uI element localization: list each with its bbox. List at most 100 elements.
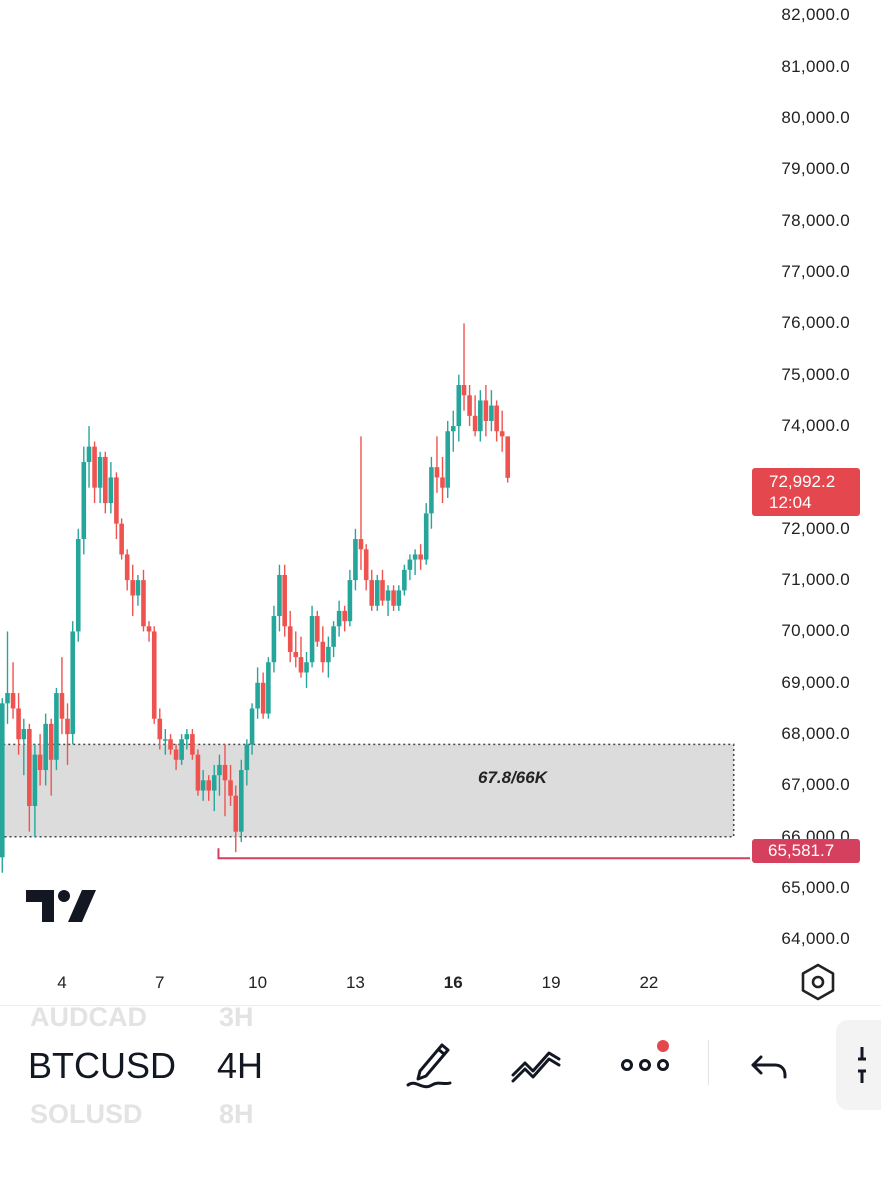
candle-body bbox=[287, 626, 293, 652]
price-tick-label: 77,000.0 bbox=[781, 262, 850, 282]
panel-handle-icon bbox=[858, 1047, 866, 1083]
current-price-tag: 72,992.2 12:04 bbox=[752, 468, 860, 516]
current-price: 72,992.2 bbox=[769, 472, 836, 491]
symbol-option-next[interactable]: SOLUSD bbox=[30, 1099, 143, 1129]
candle-body bbox=[347, 580, 353, 622]
candle-body bbox=[461, 385, 467, 396]
pencil-draw-icon[interactable] bbox=[404, 1035, 456, 1095]
price-tick-label: 64,000.0 bbox=[781, 929, 850, 949]
candle-body bbox=[141, 580, 146, 627]
candle-body bbox=[86, 446, 92, 463]
candle-body bbox=[391, 590, 396, 606]
candle-body bbox=[277, 574, 282, 617]
timeframe-current[interactable]: 4H bbox=[217, 1045, 264, 1086]
candle-body bbox=[445, 431, 451, 488]
date-tick-label: 19 bbox=[541, 973, 561, 992]
candle-body bbox=[320, 641, 326, 663]
candle-body bbox=[103, 456, 108, 504]
candle-body bbox=[195, 754, 201, 791]
date-tick-label: 22 bbox=[639, 973, 659, 992]
candle-body bbox=[27, 728, 32, 806]
candle-body bbox=[179, 739, 184, 760]
toolbar-separator bbox=[708, 1040, 709, 1085]
candle-body bbox=[342, 610, 347, 622]
price-tick-label: 76,000.0 bbox=[781, 313, 850, 333]
chart-area[interactable]: 67.8/66K bbox=[0, 0, 750, 960]
candle-body bbox=[293, 651, 299, 658]
candle-body bbox=[385, 590, 391, 601]
candle-body bbox=[168, 739, 173, 750]
candle-body bbox=[233, 795, 239, 832]
price-tick-label: 81,000.0 bbox=[781, 56, 850, 76]
candle-body bbox=[369, 580, 375, 606]
candle-body bbox=[119, 523, 124, 555]
candle-body bbox=[163, 739, 168, 741]
candle-body bbox=[440, 477, 445, 488]
trend-line-icon[interactable] bbox=[509, 1035, 561, 1095]
candle-body bbox=[298, 657, 304, 673]
candle-body bbox=[81, 462, 87, 540]
candle-body bbox=[65, 718, 70, 735]
candle-body bbox=[423, 513, 429, 560]
date-tick-label: 4 bbox=[57, 973, 67, 992]
candle-body bbox=[467, 395, 472, 416]
candle-body bbox=[282, 574, 287, 627]
more-dots-icon[interactable] bbox=[619, 1035, 671, 1095]
candle-body bbox=[450, 426, 456, 432]
low-price-line bbox=[217, 848, 750, 860]
candle-body bbox=[402, 569, 407, 591]
price-tick-label: 79,000.0 bbox=[781, 159, 850, 179]
price-tick-label: 80,000.0 bbox=[781, 108, 850, 128]
candle-body bbox=[353, 539, 358, 581]
axis-divider bbox=[0, 1005, 881, 1006]
candle-body bbox=[5, 693, 10, 704]
candle-body bbox=[363, 549, 369, 581]
candle-body bbox=[472, 415, 478, 432]
price-tick-label: 71,000.0 bbox=[781, 570, 850, 590]
candle-body bbox=[114, 477, 119, 524]
candle-body bbox=[499, 431, 505, 437]
candle-body bbox=[206, 780, 211, 791]
candle-body bbox=[255, 682, 260, 709]
candle-body bbox=[48, 723, 54, 760]
candle-body bbox=[228, 780, 233, 796]
price-chart[interactable] bbox=[0, 0, 750, 960]
candle-body bbox=[336, 610, 342, 627]
candle-body bbox=[407, 559, 413, 570]
candle-body bbox=[217, 764, 222, 776]
candle-body bbox=[97, 456, 103, 488]
price-tick-label: 72,000.0 bbox=[781, 518, 850, 538]
price-tick-label: 70,000.0 bbox=[781, 621, 850, 641]
candle-body bbox=[37, 754, 43, 771]
candle-body bbox=[222, 764, 228, 781]
candle-body bbox=[304, 662, 309, 673]
price-tick-label: 78,000.0 bbox=[781, 210, 850, 230]
date-tick-label: 16 bbox=[443, 973, 463, 992]
tradingview-logo-icon bbox=[26, 890, 96, 922]
price-tick-label: 74,000.0 bbox=[781, 416, 850, 436]
candle-body bbox=[483, 400, 489, 421]
candle-body bbox=[211, 775, 217, 791]
symbol-current[interactable]: BTCUSD bbox=[28, 1045, 177, 1086]
candle-body bbox=[108, 477, 114, 504]
candle-body bbox=[200, 780, 206, 791]
candle-body bbox=[260, 682, 266, 714]
timeframe-option-prev[interactable]: 3H bbox=[219, 1002, 254, 1032]
candle-body bbox=[0, 703, 5, 858]
candle-body bbox=[135, 580, 141, 596]
symbol-option-prev[interactable]: AUDCAD bbox=[30, 1002, 147, 1032]
price-tick-label: 67,000.0 bbox=[781, 775, 850, 795]
chart-settings-hexagon-icon[interactable] bbox=[798, 962, 838, 1002]
candle-body bbox=[266, 662, 271, 714]
candle-body bbox=[92, 446, 97, 488]
date-tick-label: 13 bbox=[345, 973, 365, 992]
candle-body bbox=[418, 554, 423, 560]
candle-body bbox=[239, 770, 244, 832]
candle-body bbox=[146, 626, 152, 632]
timeframe-option-next[interactable]: 8H bbox=[219, 1099, 254, 1129]
candle-body bbox=[184, 734, 190, 740]
side-panel-handle[interactable] bbox=[836, 1020, 881, 1110]
undo-icon[interactable] bbox=[747, 1035, 799, 1095]
candle-body bbox=[434, 467, 440, 478]
date-tick-label: 10 bbox=[248, 973, 268, 992]
